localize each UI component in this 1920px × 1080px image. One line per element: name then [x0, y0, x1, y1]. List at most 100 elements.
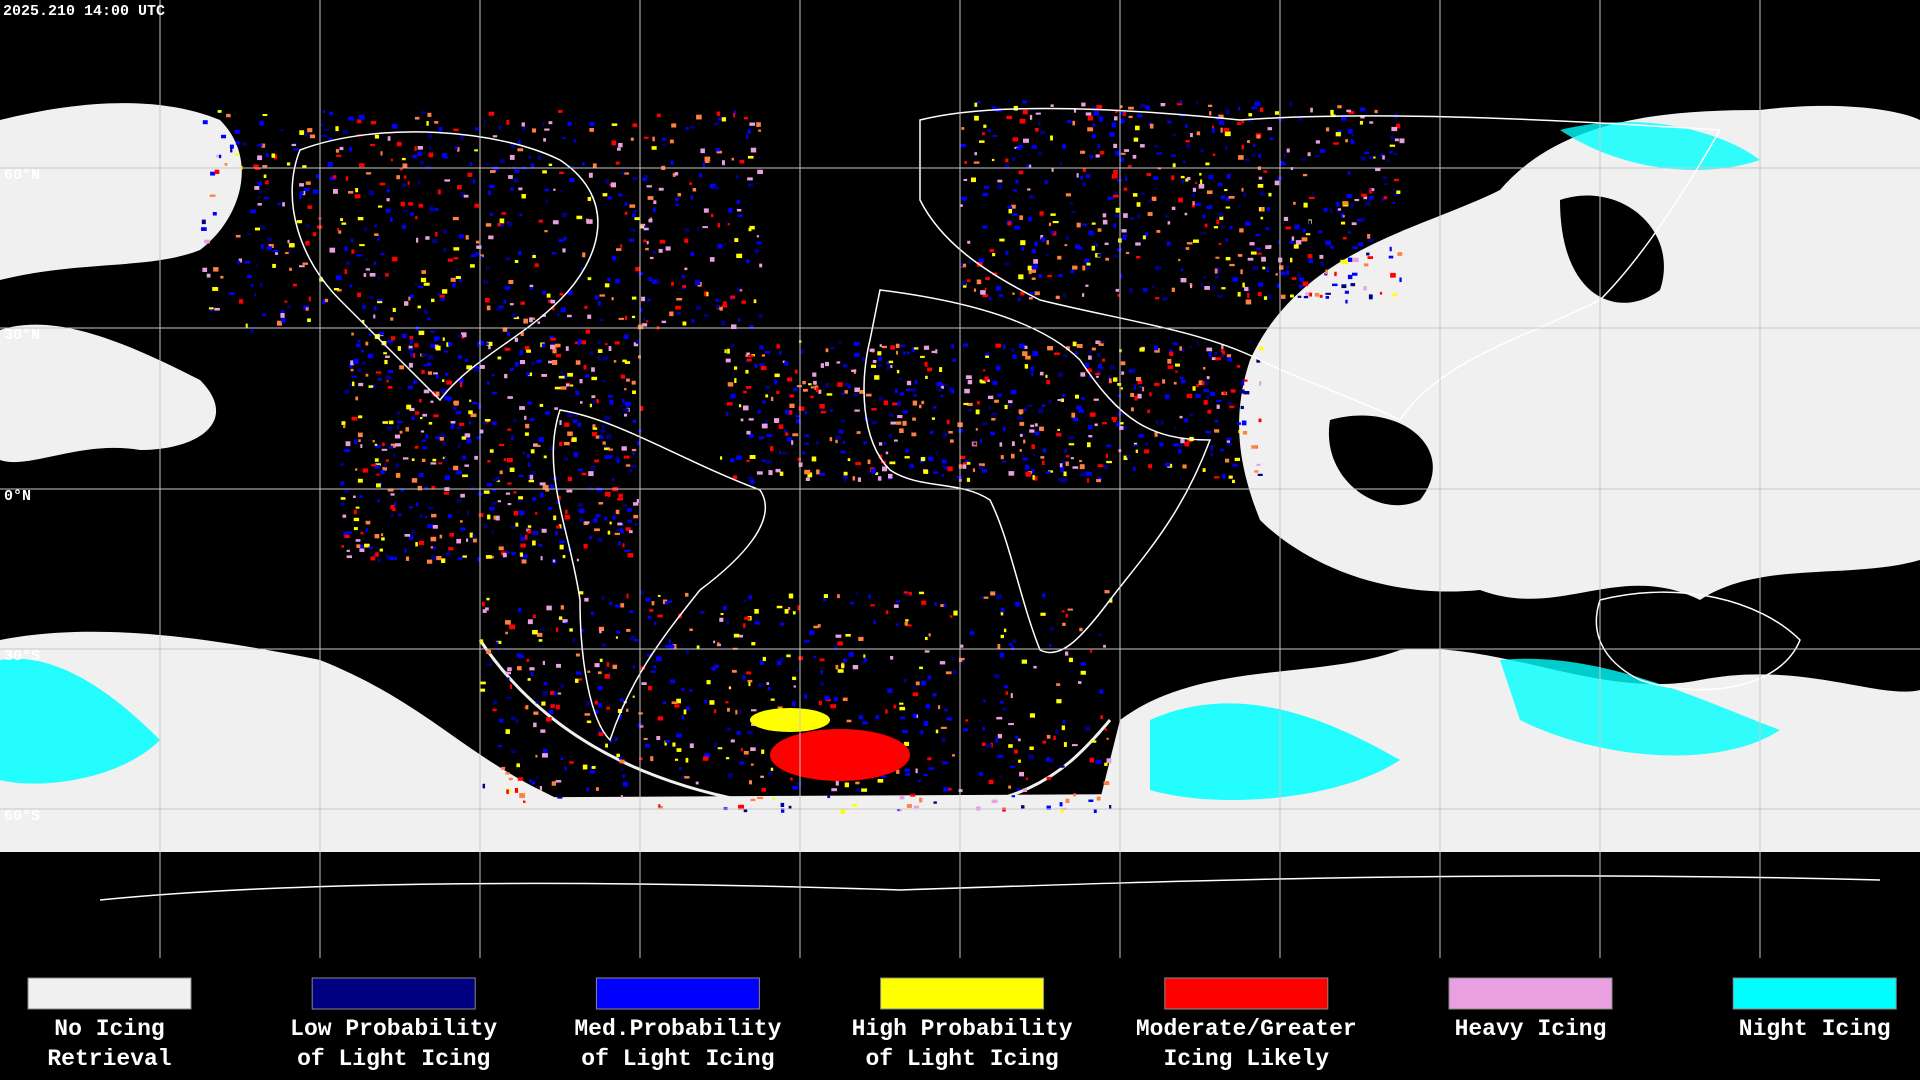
speckle — [597, 537, 603, 543]
speckle — [1081, 181, 1086, 187]
speckle — [1214, 268, 1218, 274]
speckle — [754, 609, 759, 614]
speckle — [1241, 120, 1245, 124]
speckle — [430, 330, 435, 333]
speckle — [1224, 131, 1231, 137]
speckle — [746, 134, 749, 140]
speckle — [750, 147, 757, 153]
speckle — [1345, 299, 1348, 304]
coastline — [919, 107, 1722, 421]
speckle — [1291, 277, 1297, 280]
speckle — [605, 179, 609, 184]
speckle — [528, 462, 531, 467]
speckle — [516, 499, 523, 503]
speckle — [401, 157, 406, 161]
speckle — [419, 398, 422, 403]
speckle — [1054, 352, 1060, 356]
speckle — [1085, 112, 1092, 116]
speckle — [997, 733, 1003, 739]
speckle — [883, 400, 889, 406]
speckle — [550, 299, 556, 304]
speckle — [272, 249, 279, 253]
speckle — [1286, 270, 1290, 275]
speckle — [973, 161, 980, 164]
speckle — [1033, 259, 1038, 264]
speckle — [1252, 144, 1256, 147]
speckle — [1180, 379, 1186, 384]
speckle — [1137, 393, 1142, 399]
speckle — [463, 194, 469, 198]
speckle — [633, 502, 639, 506]
speckle — [361, 349, 364, 353]
speckle — [383, 352, 387, 355]
speckle — [1323, 207, 1328, 212]
speckle — [427, 371, 433, 375]
speckle — [935, 349, 938, 354]
speckle — [509, 624, 516, 630]
speckle — [1325, 240, 1331, 246]
speckle — [1254, 470, 1259, 473]
speckle — [1008, 744, 1013, 748]
speckle — [604, 674, 610, 679]
speckle — [632, 177, 638, 181]
speckle — [1072, 466, 1079, 469]
speckle — [524, 415, 527, 420]
speckle — [791, 440, 794, 445]
speckle — [921, 600, 927, 605]
speckle — [1360, 156, 1366, 161]
speckle — [728, 686, 732, 690]
speckle — [408, 362, 413, 368]
speckle — [645, 247, 649, 251]
speckle — [676, 698, 681, 704]
speckle — [830, 409, 833, 412]
speckle — [363, 273, 367, 277]
speckle — [739, 761, 745, 765]
speckle — [385, 459, 389, 463]
speckle — [390, 443, 396, 448]
speckle — [542, 290, 546, 295]
speckle — [517, 666, 522, 671]
speckle — [1098, 633, 1103, 636]
speckle — [987, 379, 990, 382]
speckle — [1347, 274, 1353, 280]
speckle — [744, 360, 750, 363]
speckle — [877, 356, 883, 362]
speckle — [1029, 713, 1036, 718]
speckle — [879, 344, 882, 347]
speckle — [1058, 477, 1062, 482]
speckle — [1050, 231, 1055, 234]
speckle — [427, 112, 432, 117]
speckle — [713, 709, 717, 714]
speckle — [762, 656, 766, 662]
speckle — [635, 523, 638, 526]
speckle — [1341, 221, 1346, 225]
speckle — [522, 451, 526, 455]
speckle — [958, 464, 963, 469]
speckle — [1048, 470, 1054, 473]
speckle — [887, 688, 893, 693]
speckle — [621, 446, 627, 451]
speckle — [1229, 225, 1233, 230]
speckle — [619, 698, 624, 702]
speckle — [1105, 453, 1109, 458]
speckle — [1086, 478, 1090, 483]
speckle — [1389, 151, 1393, 154]
speckle — [965, 375, 972, 379]
speckle — [1307, 152, 1311, 157]
speckle — [618, 541, 622, 546]
speckle — [546, 717, 552, 722]
speckle — [209, 194, 216, 197]
speckle — [444, 396, 450, 401]
speckle — [772, 797, 776, 801]
speckle — [1344, 290, 1349, 294]
speckle — [344, 389, 350, 394]
speckle — [797, 457, 802, 461]
speckle — [894, 388, 898, 393]
speckle — [435, 436, 441, 440]
speckle — [720, 613, 724, 616]
legend-label: Moderate/Greater — [1136, 1016, 1357, 1042]
speckle — [877, 351, 882, 356]
speckle — [382, 442, 385, 447]
speckle — [604, 415, 611, 421]
speckle — [1325, 292, 1331, 295]
